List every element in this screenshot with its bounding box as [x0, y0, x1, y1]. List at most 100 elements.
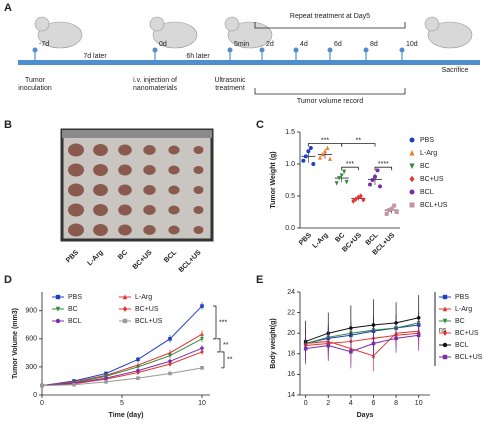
- tumor: [93, 164, 108, 176]
- significance-bracket: [217, 338, 221, 353]
- panel-label: A: [4, 2, 12, 14]
- tumor: [118, 224, 132, 236]
- marker: [328, 156, 332, 161]
- series-line: [41, 347, 203, 387]
- marker: [72, 382, 76, 387]
- mice: [34, 16, 473, 49]
- significance-bracket: [341, 166, 359, 171]
- legend-marker: [409, 137, 415, 143]
- group-label: L-Arg: [86, 249, 104, 267]
- series-line: [41, 338, 203, 387]
- marker: [389, 206, 394, 211]
- marker: [311, 162, 316, 166]
- timeline-title: Repeat treatment at Day5: [290, 13, 370, 20]
- series-line: [305, 330, 419, 357]
- marker: [168, 359, 172, 364]
- x-tick-label: 0: [304, 400, 308, 407]
- tumor: [143, 165, 156, 175]
- bracket: [254, 88, 406, 95]
- timeline-bar: [18, 60, 480, 65]
- series-line: [305, 334, 419, 353]
- legend-marker: [55, 306, 61, 312]
- group-label: BCL: [163, 249, 179, 265]
- marker: [303, 346, 308, 351]
- timeline-point: 4d: [300, 41, 308, 48]
- marker: [136, 376, 140, 380]
- marker: [136, 365, 140, 370]
- panel-label: C: [256, 119, 264, 131]
- y-tick-label: 0: [33, 392, 37, 399]
- x-tick-label: 2: [326, 400, 330, 407]
- tumor: [168, 205, 180, 215]
- marker: [387, 208, 392, 213]
- legend-label: PBS: [420, 137, 434, 144]
- x-tick-label: L-Arg: [312, 232, 330, 250]
- marker: [375, 168, 380, 173]
- timeline-record: Tumor volume record: [297, 98, 363, 105]
- significance-bracket: [213, 305, 217, 340]
- legend-marker: [55, 294, 61, 300]
- series-line: [41, 367, 203, 387]
- marker: [394, 210, 399, 214]
- marker: [168, 361, 172, 367]
- x-tick-label: 10: [415, 400, 423, 407]
- legend-label: BCL+US: [420, 202, 448, 209]
- axis: [299, 292, 430, 396]
- marker: [104, 376, 108, 380]
- marker: [371, 341, 376, 346]
- series-line: [41, 305, 203, 387]
- legend-label: BCL+US: [135, 318, 163, 325]
- tumor: [93, 144, 108, 156]
- tumor: [93, 184, 108, 196]
- timeline-event: inoculation: [18, 85, 52, 92]
- legend-label: L-Arg: [455, 306, 472, 313]
- timeline-pin-head: [327, 47, 333, 53]
- legend-label: BC: [420, 163, 430, 170]
- marker: [136, 357, 140, 362]
- y-axis-label: Tumor Weight (g): [270, 151, 277, 208]
- legend-marker: [409, 202, 415, 208]
- timeline-event: treatment: [215, 85, 245, 92]
- legend-marker: [122, 306, 128, 312]
- tumor-photo: [60, 128, 214, 242]
- timeline-pin-head: [32, 47, 38, 53]
- tumor: [143, 225, 156, 235]
- timeline-event: i.v. injection of: [133, 77, 177, 84]
- marker: [344, 179, 349, 185]
- marker: [368, 182, 372, 187]
- legend-label: L-Arg: [135, 294, 152, 301]
- tumor: [168, 185, 180, 195]
- tumor: [193, 226, 204, 234]
- significance-label: ***: [321, 137, 329, 144]
- tumor: [193, 186, 204, 194]
- bracket: [254, 22, 406, 29]
- group-label: BC: [117, 249, 129, 261]
- marker: [339, 173, 344, 178]
- series-line: [305, 322, 419, 344]
- marker: [378, 184, 382, 189]
- series-line: [305, 317, 419, 342]
- series-line: [41, 333, 203, 387]
- tumor: [168, 165, 180, 175]
- legend-marker: [409, 189, 415, 195]
- tumor: [118, 164, 132, 176]
- marker: [342, 169, 347, 175]
- y-tick-label: 900: [25, 308, 37, 315]
- significance-label: ****: [378, 161, 389, 168]
- marker: [371, 323, 376, 327]
- tumor: [68, 163, 84, 177]
- group-label: BCL+US: [178, 249, 203, 274]
- x-tick-label: BC: [334, 232, 346, 244]
- marker: [318, 155, 322, 160]
- marker: [136, 368, 140, 373]
- timeline-point: 6d: [334, 41, 342, 48]
- legend-label: BC+US: [420, 176, 444, 183]
- significance-label: **: [223, 342, 229, 349]
- legend-label: BCL: [68, 318, 82, 325]
- legend-marker: [122, 294, 128, 300]
- marker: [394, 336, 398, 341]
- legend-marker: [55, 318, 61, 324]
- y-tick-label: 24: [287, 289, 295, 296]
- marker: [361, 197, 366, 203]
- y-tick-label: 18: [287, 351, 295, 358]
